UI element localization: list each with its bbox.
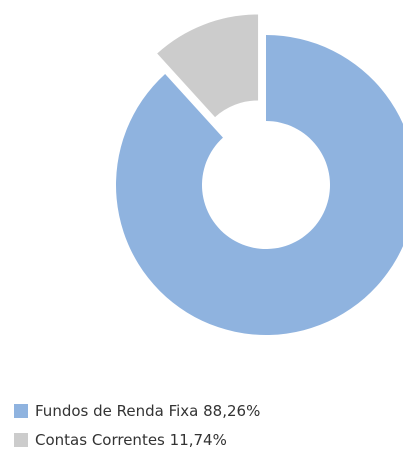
slice bbox=[116, 35, 403, 335]
legend-swatch bbox=[14, 433, 28, 447]
legend-entry: Fundos de Renda Fixa 88,26% bbox=[14, 402, 260, 420]
legend-entry: Contas Correntes 11,74% bbox=[14, 431, 227, 449]
legend-value: 11,74% bbox=[169, 431, 227, 449]
legend-value: 88,26% bbox=[203, 402, 261, 420]
legend-swatch bbox=[14, 404, 28, 418]
slice bbox=[157, 14, 259, 118]
legend-label: Fundos de Renda Fixa bbox=[35, 402, 199, 420]
legend-label: Contas Correntes bbox=[35, 431, 165, 449]
